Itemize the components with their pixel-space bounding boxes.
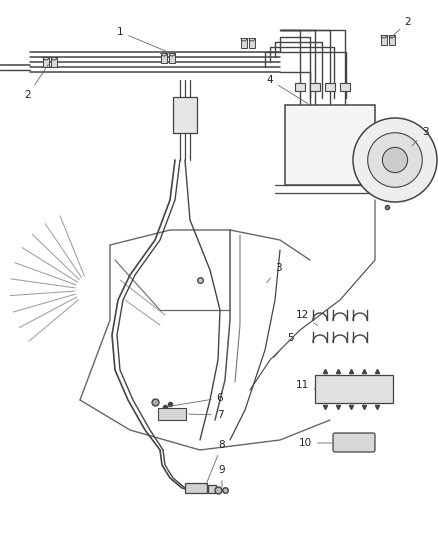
Text: 2: 2 — [25, 64, 49, 100]
Text: 2: 2 — [390, 17, 411, 38]
Bar — [389, 35, 395, 45]
Bar — [43, 57, 49, 67]
Text: 10: 10 — [298, 438, 332, 448]
Text: 9: 9 — [219, 465, 225, 487]
Circle shape — [353, 118, 437, 202]
Bar — [173, 97, 197, 133]
Text: 4: 4 — [267, 75, 307, 103]
FancyBboxPatch shape — [333, 433, 375, 452]
Bar — [295, 83, 305, 91]
Circle shape — [367, 133, 422, 187]
Text: 5: 5 — [274, 333, 293, 358]
Text: 3: 3 — [412, 127, 428, 146]
Text: 8: 8 — [206, 440, 225, 484]
Bar — [158, 408, 186, 420]
Bar — [208, 485, 216, 493]
Circle shape — [382, 148, 408, 173]
Bar — [315, 375, 393, 403]
Bar — [51, 57, 57, 67]
Bar — [285, 105, 375, 185]
Bar — [249, 38, 255, 48]
Bar — [340, 83, 350, 91]
Text: 7: 7 — [189, 410, 223, 420]
Bar — [241, 38, 247, 48]
Text: 3: 3 — [267, 263, 281, 283]
Bar — [161, 53, 167, 63]
Text: 6: 6 — [168, 393, 223, 407]
Bar — [381, 35, 387, 45]
Text: 1: 1 — [117, 27, 166, 51]
Bar — [185, 483, 207, 493]
Text: 12: 12 — [295, 310, 318, 326]
Text: 11: 11 — [295, 380, 315, 390]
Bar — [325, 83, 335, 91]
Bar — [310, 83, 320, 91]
Bar — [169, 53, 175, 63]
